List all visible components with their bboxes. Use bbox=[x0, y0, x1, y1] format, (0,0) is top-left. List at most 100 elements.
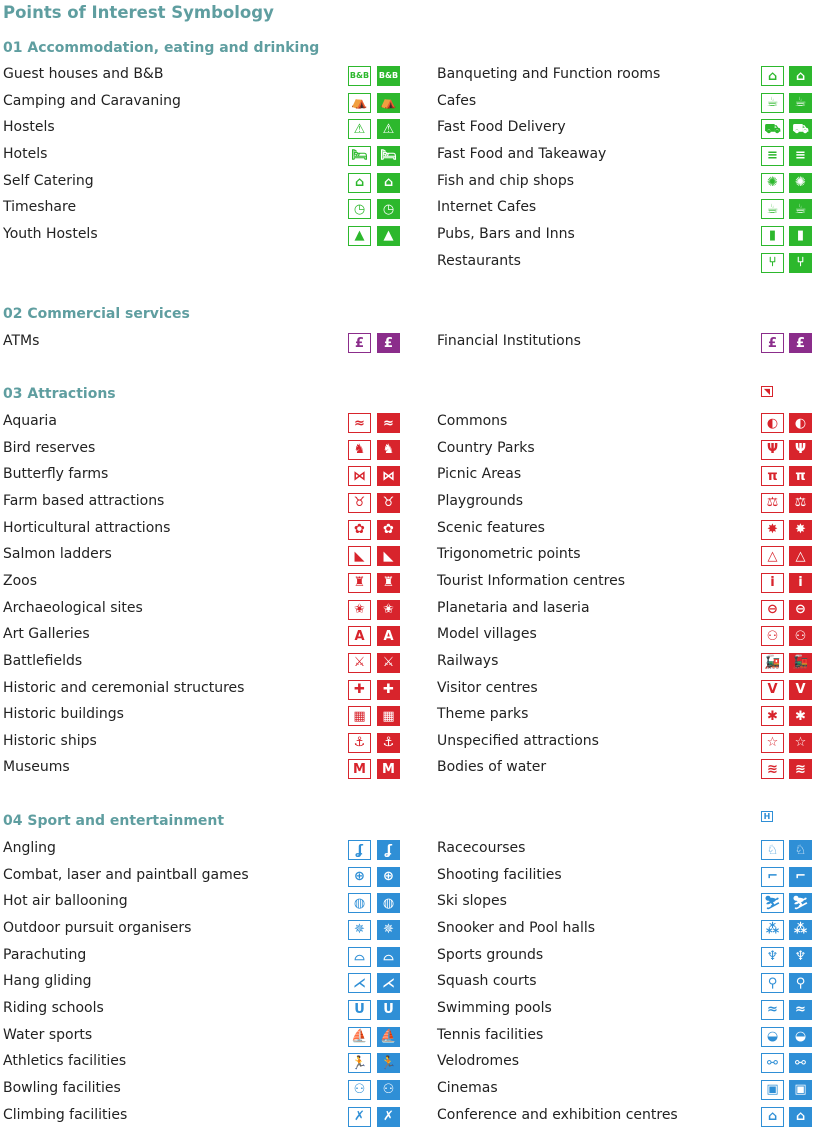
symbol-label: Bodies of water bbox=[437, 759, 547, 776]
atm-icon: £ bbox=[377, 333, 400, 353]
cup-icon: ☕ bbox=[761, 92, 784, 113]
symbol-label: Pubs, Bars and Inns bbox=[437, 225, 575, 242]
symbol-label: Outdoor pursuit organisers bbox=[3, 919, 192, 936]
fish-icon: ≈ bbox=[377, 413, 400, 433]
symbol-label: Theme parks bbox=[437, 706, 529, 723]
crosshair-icon: ⊕ bbox=[377, 866, 400, 887]
cross-icon: ✚ bbox=[377, 679, 400, 700]
trig-triangle-icon: △ bbox=[761, 546, 784, 567]
symbol-label: Water sports bbox=[3, 1026, 93, 1043]
commons-icon: ◐ bbox=[789, 413, 812, 433]
trophy-icon: ♆ bbox=[761, 946, 784, 967]
swimmer-icon: ≈ bbox=[789, 999, 812, 1020]
beer-mug-icon: ▮ bbox=[761, 225, 784, 246]
burger-icon: ≡ bbox=[761, 145, 784, 166]
symbol-label: Historic and ceremonial structures bbox=[3, 679, 245, 696]
section-heading: 03 Attractions bbox=[3, 386, 116, 402]
page-title: Points of Interest Symbology bbox=[3, 3, 274, 22]
skier-icon: ⛷ bbox=[761, 893, 784, 914]
atm-icon: £ bbox=[348, 333, 371, 353]
triangle-icon: ▲ bbox=[348, 225, 371, 246]
climber-icon: ✗ bbox=[348, 1106, 371, 1127]
bowling-icon: ⚇ bbox=[348, 1079, 371, 1100]
salmon-ladder-icon: ◣ bbox=[348, 546, 371, 567]
cutlery-icon: ⑂ bbox=[761, 252, 784, 273]
internet-cup-icon: ☕ bbox=[789, 199, 812, 220]
symbol-label: Railways bbox=[437, 652, 499, 669]
hang-glider-icon: ⋌ bbox=[348, 973, 371, 994]
balloon-icon: ◍ bbox=[377, 893, 400, 914]
symbol-label: Financial Institutions bbox=[437, 333, 581, 349]
symbol-label: Planetaria and laseria bbox=[437, 599, 590, 616]
compass-icon: ✵ bbox=[377, 919, 400, 940]
star-burst-icon: ✬ bbox=[377, 599, 400, 620]
symbol-label: Internet Cafes bbox=[437, 199, 537, 216]
star-icon: ☆ bbox=[789, 732, 812, 753]
symbol-label: Tourist Information centres bbox=[437, 572, 626, 589]
symbol-label: Picnic Areas bbox=[437, 466, 522, 483]
flower-icon: ✿ bbox=[348, 519, 371, 540]
internet-cup-icon: ☕ bbox=[761, 199, 784, 220]
symbol-label: Unspecified attractions bbox=[437, 732, 599, 749]
bicycle-icon: ⚯ bbox=[789, 1053, 812, 1074]
caravan-icon: ⛺ bbox=[348, 92, 371, 113]
symbol-label: Squash courts bbox=[437, 973, 537, 990]
compass-icon: ✵ bbox=[348, 919, 371, 940]
house-icon: ⌂ bbox=[377, 172, 400, 193]
picnic-table-icon: π bbox=[761, 466, 784, 487]
section-heading: 01 Accommodation, eating and drinking bbox=[3, 40, 320, 56]
pool-balls-icon: ⁂ bbox=[761, 919, 784, 940]
climber-icon: ✗ bbox=[377, 1106, 400, 1127]
symbol-label: Hostels bbox=[3, 119, 55, 136]
hang-glider-icon: ⋌ bbox=[377, 973, 400, 994]
beer-mug-icon: ▮ bbox=[789, 225, 812, 246]
cutlery-icon: ⑂ bbox=[789, 252, 812, 273]
symbol-label: Hotels bbox=[3, 145, 48, 162]
conference-centre-icon: ⌂ bbox=[789, 1106, 812, 1127]
star-icon: ☆ bbox=[761, 732, 784, 753]
info-icon: i bbox=[761, 572, 784, 593]
bowling-icon: ⚇ bbox=[377, 1079, 400, 1100]
visitor-v-icon: V bbox=[761, 679, 784, 700]
horse-rider-icon: ♘ bbox=[761, 840, 784, 860]
delivery-van-icon: ⛟ bbox=[789, 119, 812, 140]
trophy-icon: ♆ bbox=[789, 946, 812, 967]
anchor-icon: ⚓ bbox=[348, 732, 371, 753]
symbol-label: Historic ships bbox=[3, 732, 97, 749]
planet-icon: ⊖ bbox=[789, 599, 812, 620]
cup-icon: ☕ bbox=[789, 92, 812, 113]
runner-icon: 🏃 bbox=[377, 1053, 400, 1074]
symbol-label: Art Galleries bbox=[3, 626, 90, 643]
symbol-label: Shooting facilities bbox=[437, 866, 562, 883]
symbol-label: Zoos bbox=[3, 572, 38, 589]
symbol-label: Bowling facilities bbox=[3, 1079, 121, 1096]
timeshare-icon: ◷ bbox=[377, 199, 400, 220]
symbol-label: Banqueting and Function rooms bbox=[437, 66, 661, 82]
train-icon: 🚂 bbox=[789, 652, 812, 673]
symbol-label: Youth Hostels bbox=[3, 225, 98, 242]
water-waves-icon: ≋ bbox=[789, 759, 812, 780]
tree-icon: Ψ bbox=[789, 439, 812, 460]
symbol-label: Fish and chip shops bbox=[437, 172, 575, 189]
gallery-icon: A bbox=[377, 626, 400, 647]
trig-triangle-icon: △ bbox=[789, 546, 812, 567]
symbol-label: Tennis facilities bbox=[437, 1026, 544, 1043]
timeshare-icon: ◷ bbox=[348, 199, 371, 220]
racket-icon: ⚲ bbox=[761, 973, 784, 994]
symbol-label: Commons bbox=[437, 413, 508, 429]
cow-icon: ♉ bbox=[377, 492, 400, 513]
film-camera-icon: ▣ bbox=[789, 1079, 812, 1100]
symbol-label: Sports grounds bbox=[437, 946, 544, 963]
tree-icon: Ψ bbox=[761, 439, 784, 460]
museum-icon: M bbox=[377, 759, 400, 780]
fishing-icon: ʆ bbox=[348, 840, 371, 860]
train-icon: 🚂 bbox=[761, 652, 784, 673]
commons-icon: ◐ bbox=[761, 413, 784, 433]
horseshoe-icon: U bbox=[377, 999, 400, 1020]
sailboat-icon: ⛵ bbox=[377, 1026, 400, 1047]
symbol-label: Trigonometric points bbox=[437, 546, 581, 563]
section-heading: 02 Commercial services bbox=[3, 306, 190, 322]
visitor-v-icon: V bbox=[789, 679, 812, 700]
symbol-label: Timeshare bbox=[3, 199, 77, 216]
h-box-icon: H bbox=[761, 811, 773, 822]
